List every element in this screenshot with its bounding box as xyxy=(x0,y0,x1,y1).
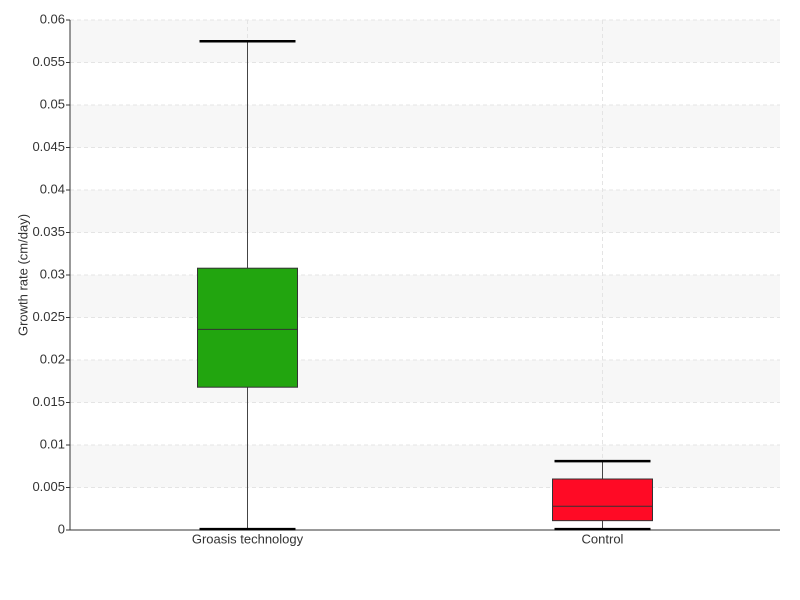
box xyxy=(552,478,653,522)
y-tick-label: 0 xyxy=(58,521,65,536)
grid-band xyxy=(70,275,780,318)
y-tick-label: 0.05 xyxy=(40,96,65,111)
y-tick-label: 0.035 xyxy=(32,224,65,239)
box xyxy=(197,267,298,388)
y-tick-label: 0.03 xyxy=(40,266,65,281)
grid-band xyxy=(70,105,780,148)
grid-band xyxy=(70,20,780,63)
y-tick-label: 0.045 xyxy=(32,139,65,154)
y-axis-label: Growth rate (cm/day) xyxy=(15,214,30,336)
grid-band xyxy=(70,190,780,233)
y-tick-label: 0.005 xyxy=(32,479,65,494)
y-tick-label: 0.01 xyxy=(40,436,65,451)
y-tick-label: 0.055 xyxy=(32,54,65,69)
y-tick-label: 0.025 xyxy=(32,309,65,324)
y-tick-label: 0.04 xyxy=(40,181,65,196)
y-tick-label: 0.02 xyxy=(40,351,65,366)
x-tick-label: Groasis technology xyxy=(192,531,304,546)
y-tick-label: 0.015 xyxy=(32,394,65,409)
grid-band xyxy=(70,360,780,403)
y-tick-label: 0.06 xyxy=(40,11,65,26)
x-tick-label: Control xyxy=(582,531,624,546)
grid-band xyxy=(70,445,780,488)
